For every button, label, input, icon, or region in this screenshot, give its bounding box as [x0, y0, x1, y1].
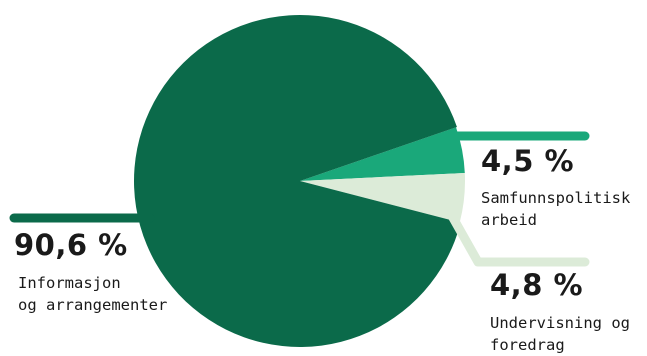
data-label-samfunnspolitisk-category: Samfunnspolitisk arbeid [481, 187, 630, 231]
pie-slice-undervisning [300, 172, 465, 223]
data-label-undervisning-category: Undervisning og foredrag [490, 312, 630, 356]
category-line: foredrag [490, 336, 565, 354]
data-label-samfunnspolitisk-percent: 4,5 % [481, 144, 575, 178]
data-label-undervisning-percent: 4,8 % [490, 268, 584, 302]
category-line: Informasjon [18, 274, 121, 292]
leader-line-undervisning [447, 211, 590, 267]
category-line: og arrangementer [18, 296, 168, 314]
pie-slice-informasjon [133, 15, 461, 348]
pie-slice-samfunnspolitisk [300, 127, 465, 181]
data-label-informasjon-category: Informasjon og arrangementer [18, 272, 167, 316]
category-line: arbeid [481, 211, 537, 229]
data-label-informasjon-percent: 90,6 % [14, 228, 128, 262]
category-line: Undervisning og [490, 314, 630, 332]
category-line: Samfunnspolitisk [481, 189, 631, 207]
